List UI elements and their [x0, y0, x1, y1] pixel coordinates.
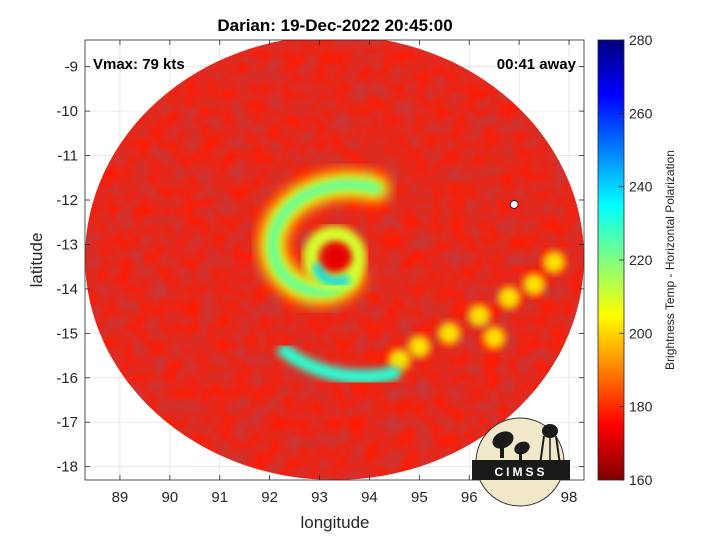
southern-band	[277, 344, 402, 384]
vmax-annotation: Vmax: 79 kts	[93, 56, 185, 73]
x-axis-label: longitude	[300, 513, 369, 532]
y-axis-ticks: -9 -10 -11 -12 -13 -14 -15 -16 -17 -18	[56, 59, 584, 476]
colorbar-tick-label: 240	[629, 179, 653, 195]
x-tick-label: 90	[161, 489, 178, 506]
outer-band-cell	[523, 273, 546, 296]
x-tick-label: 93	[311, 489, 328, 506]
colorbar-tick-label: 160	[629, 472, 653, 488]
colorbar: 280 260 240 220 200 180 160 Brightness Temp - …	[597, 32, 677, 488]
x-tick-label: 95	[411, 489, 428, 506]
logo-text: CIMSS	[494, 465, 547, 479]
y-tick-label: -11	[57, 148, 78, 165]
eyewall-convection	[312, 262, 352, 287]
colorbar-tick-label: 260	[629, 105, 653, 121]
time-away-annotation: 00:41 away	[497, 56, 577, 73]
spiral-band-core	[266, 178, 382, 298]
x-tick-label: 94	[361, 489, 378, 506]
y-tick-label: -10	[56, 103, 78, 120]
outer-band-cell	[468, 304, 491, 327]
outer-band-cell	[483, 326, 506, 349]
colorbar-tick-label: 180	[629, 399, 653, 415]
plot-frame	[84, 39, 585, 481]
storm-eye	[322, 243, 351, 272]
colorbar-tick-label: 220	[629, 252, 653, 268]
y-tick-label: -13	[56, 236, 78, 253]
chart-title: Darian: 19-Dec-2022 20:45:00	[217, 16, 452, 35]
cimss-logo: CIMSS	[472, 417, 570, 507]
y-tick-label: -15	[56, 325, 78, 342]
x-tick-label: 89	[112, 489, 129, 506]
x-tick-label: 96	[461, 489, 478, 506]
colorbar-tick-label: 280	[629, 32, 653, 48]
colorbar-tick-label: 200	[629, 325, 653, 341]
outer-band-cell	[438, 322, 461, 345]
x-tick-label: 91	[211, 489, 228, 506]
rainbands	[259, 171, 566, 384]
outer-band-cell	[388, 349, 411, 371]
swath-artifact	[509, 199, 519, 209]
colorbar-ticks: 280 260 240 220 200 180 160	[619, 32, 653, 488]
outer-band-cell	[408, 335, 431, 358]
y-tick-label: -17	[56, 414, 78, 431]
outer-band-cell	[498, 286, 521, 309]
x-tick-label: 98	[561, 489, 578, 506]
y-tick-label: -18	[56, 459, 78, 476]
y-tick-label: -16	[56, 370, 78, 387]
y-tick-label: -9	[65, 59, 78, 76]
outer-band-cell	[543, 251, 566, 274]
y-tick-label: -12	[56, 192, 78, 209]
y-axis-label: latitude	[27, 233, 46, 288]
x-tick-label: 92	[261, 489, 278, 506]
colorbar-label: Brightness Temp - Horizontal Polarizatio…	[663, 150, 677, 370]
microwave-swath	[85, 40, 584, 480]
y-tick-label: -14	[56, 281, 78, 298]
